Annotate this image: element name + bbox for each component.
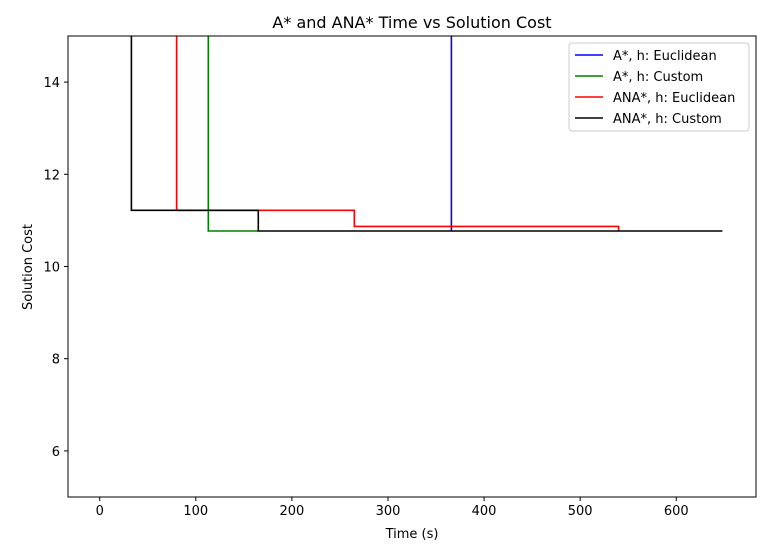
y-tick-label: 6 <box>52 445 60 460</box>
x-tick-label: 600 <box>664 504 689 519</box>
series-layer <box>130 36 723 232</box>
y-tick-label: 8 <box>52 353 60 368</box>
x-tick-label: 0 <box>96 504 104 519</box>
chart-title: A* and ANA* Time vs Solution Cost <box>272 13 551 32</box>
legend-entry: ANA*, h: Euclidean <box>613 91 735 106</box>
x-tick-label: 300 <box>376 504 401 519</box>
legend: A*, h: Euclidean A*, h: Custom ANA*, h: Eu… <box>568 42 750 132</box>
y-tick-label: 14 <box>43 76 60 91</box>
legend-entry: A*, h: Euclidean <box>613 49 717 64</box>
series-line-4 <box>130 36 723 232</box>
legend-entry: A*, h: Custom <box>613 70 703 85</box>
x-axis: 0 100 200 300 400 500 600 <box>96 497 689 519</box>
x-tick-label: 500 <box>568 504 593 519</box>
y-axis: 6 8 10 12 14 <box>43 76 68 460</box>
x-tick-label: 200 <box>279 504 304 519</box>
legend-box <box>568 42 750 132</box>
series-line-3 <box>175 36 620 231</box>
y-tick-label: 10 <box>43 261 60 276</box>
x-axis-label: Time (s) <box>385 527 439 542</box>
legend-entry: ANA*, h: Custom <box>613 112 722 127</box>
y-axis-label: Solution Cost <box>21 224 36 310</box>
x-tick-label: 400 <box>472 504 497 519</box>
series-line-2 <box>207 36 259 232</box>
y-tick-label: 12 <box>43 168 60 183</box>
x-tick-label: 100 <box>183 504 208 519</box>
